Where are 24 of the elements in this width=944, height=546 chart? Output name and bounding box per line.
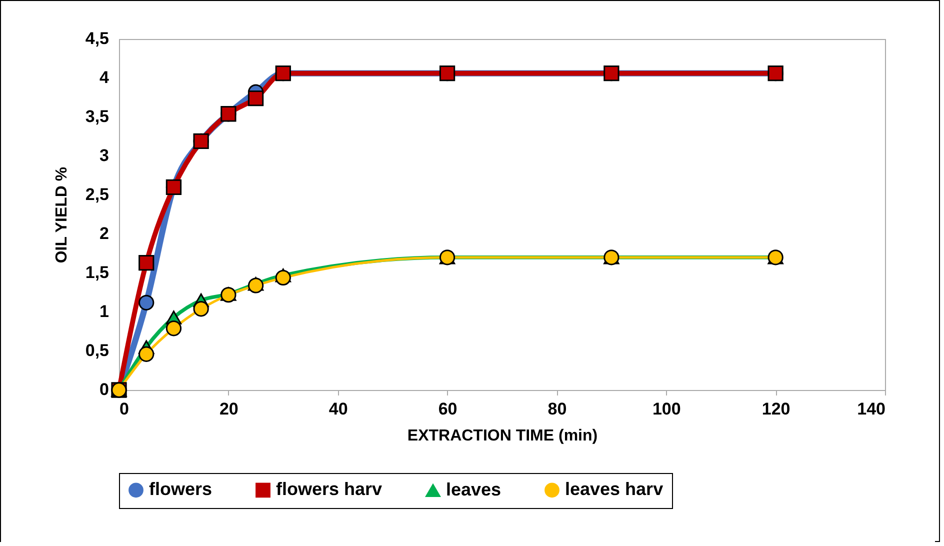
y-tick-label: 4	[100, 68, 110, 87]
x-tick-label: 20	[219, 400, 238, 418]
x-tick-label: 60	[438, 400, 458, 418]
y-tick-label: 3,5	[85, 107, 109, 126]
y-tick-label: 2	[100, 224, 109, 243]
y-axis-title: OIL YIELD %	[54, 166, 70, 264]
legend-label: flowers harv	[276, 479, 382, 500]
x-axis-title: EXTRACTION TIME (min)	[407, 428, 598, 444]
x-tick-label: 40	[328, 400, 348, 418]
x-tick-label: 120	[762, 400, 790, 418]
x-tick-label: 140	[857, 400, 886, 418]
y-tick-label: 3	[100, 146, 109, 165]
y-tick-label: 2,5	[85, 185, 109, 204]
x-tick-label: 0	[120, 400, 129, 418]
y-tick-label: 4,5	[85, 29, 109, 48]
x-tick-label: 100	[652, 400, 681, 418]
legend-label: leaves	[446, 480, 502, 500]
y-tick-label: 0	[100, 380, 109, 399]
y-tick-label: 1	[100, 302, 109, 321]
legend-label: flowers	[149, 479, 212, 500]
y-tick-label: 1,5	[85, 263, 109, 282]
y-tick-label: 0,5	[85, 341, 109, 360]
legend-label: leaves harv	[565, 479, 664, 500]
x-tick-label: 80	[548, 400, 567, 418]
